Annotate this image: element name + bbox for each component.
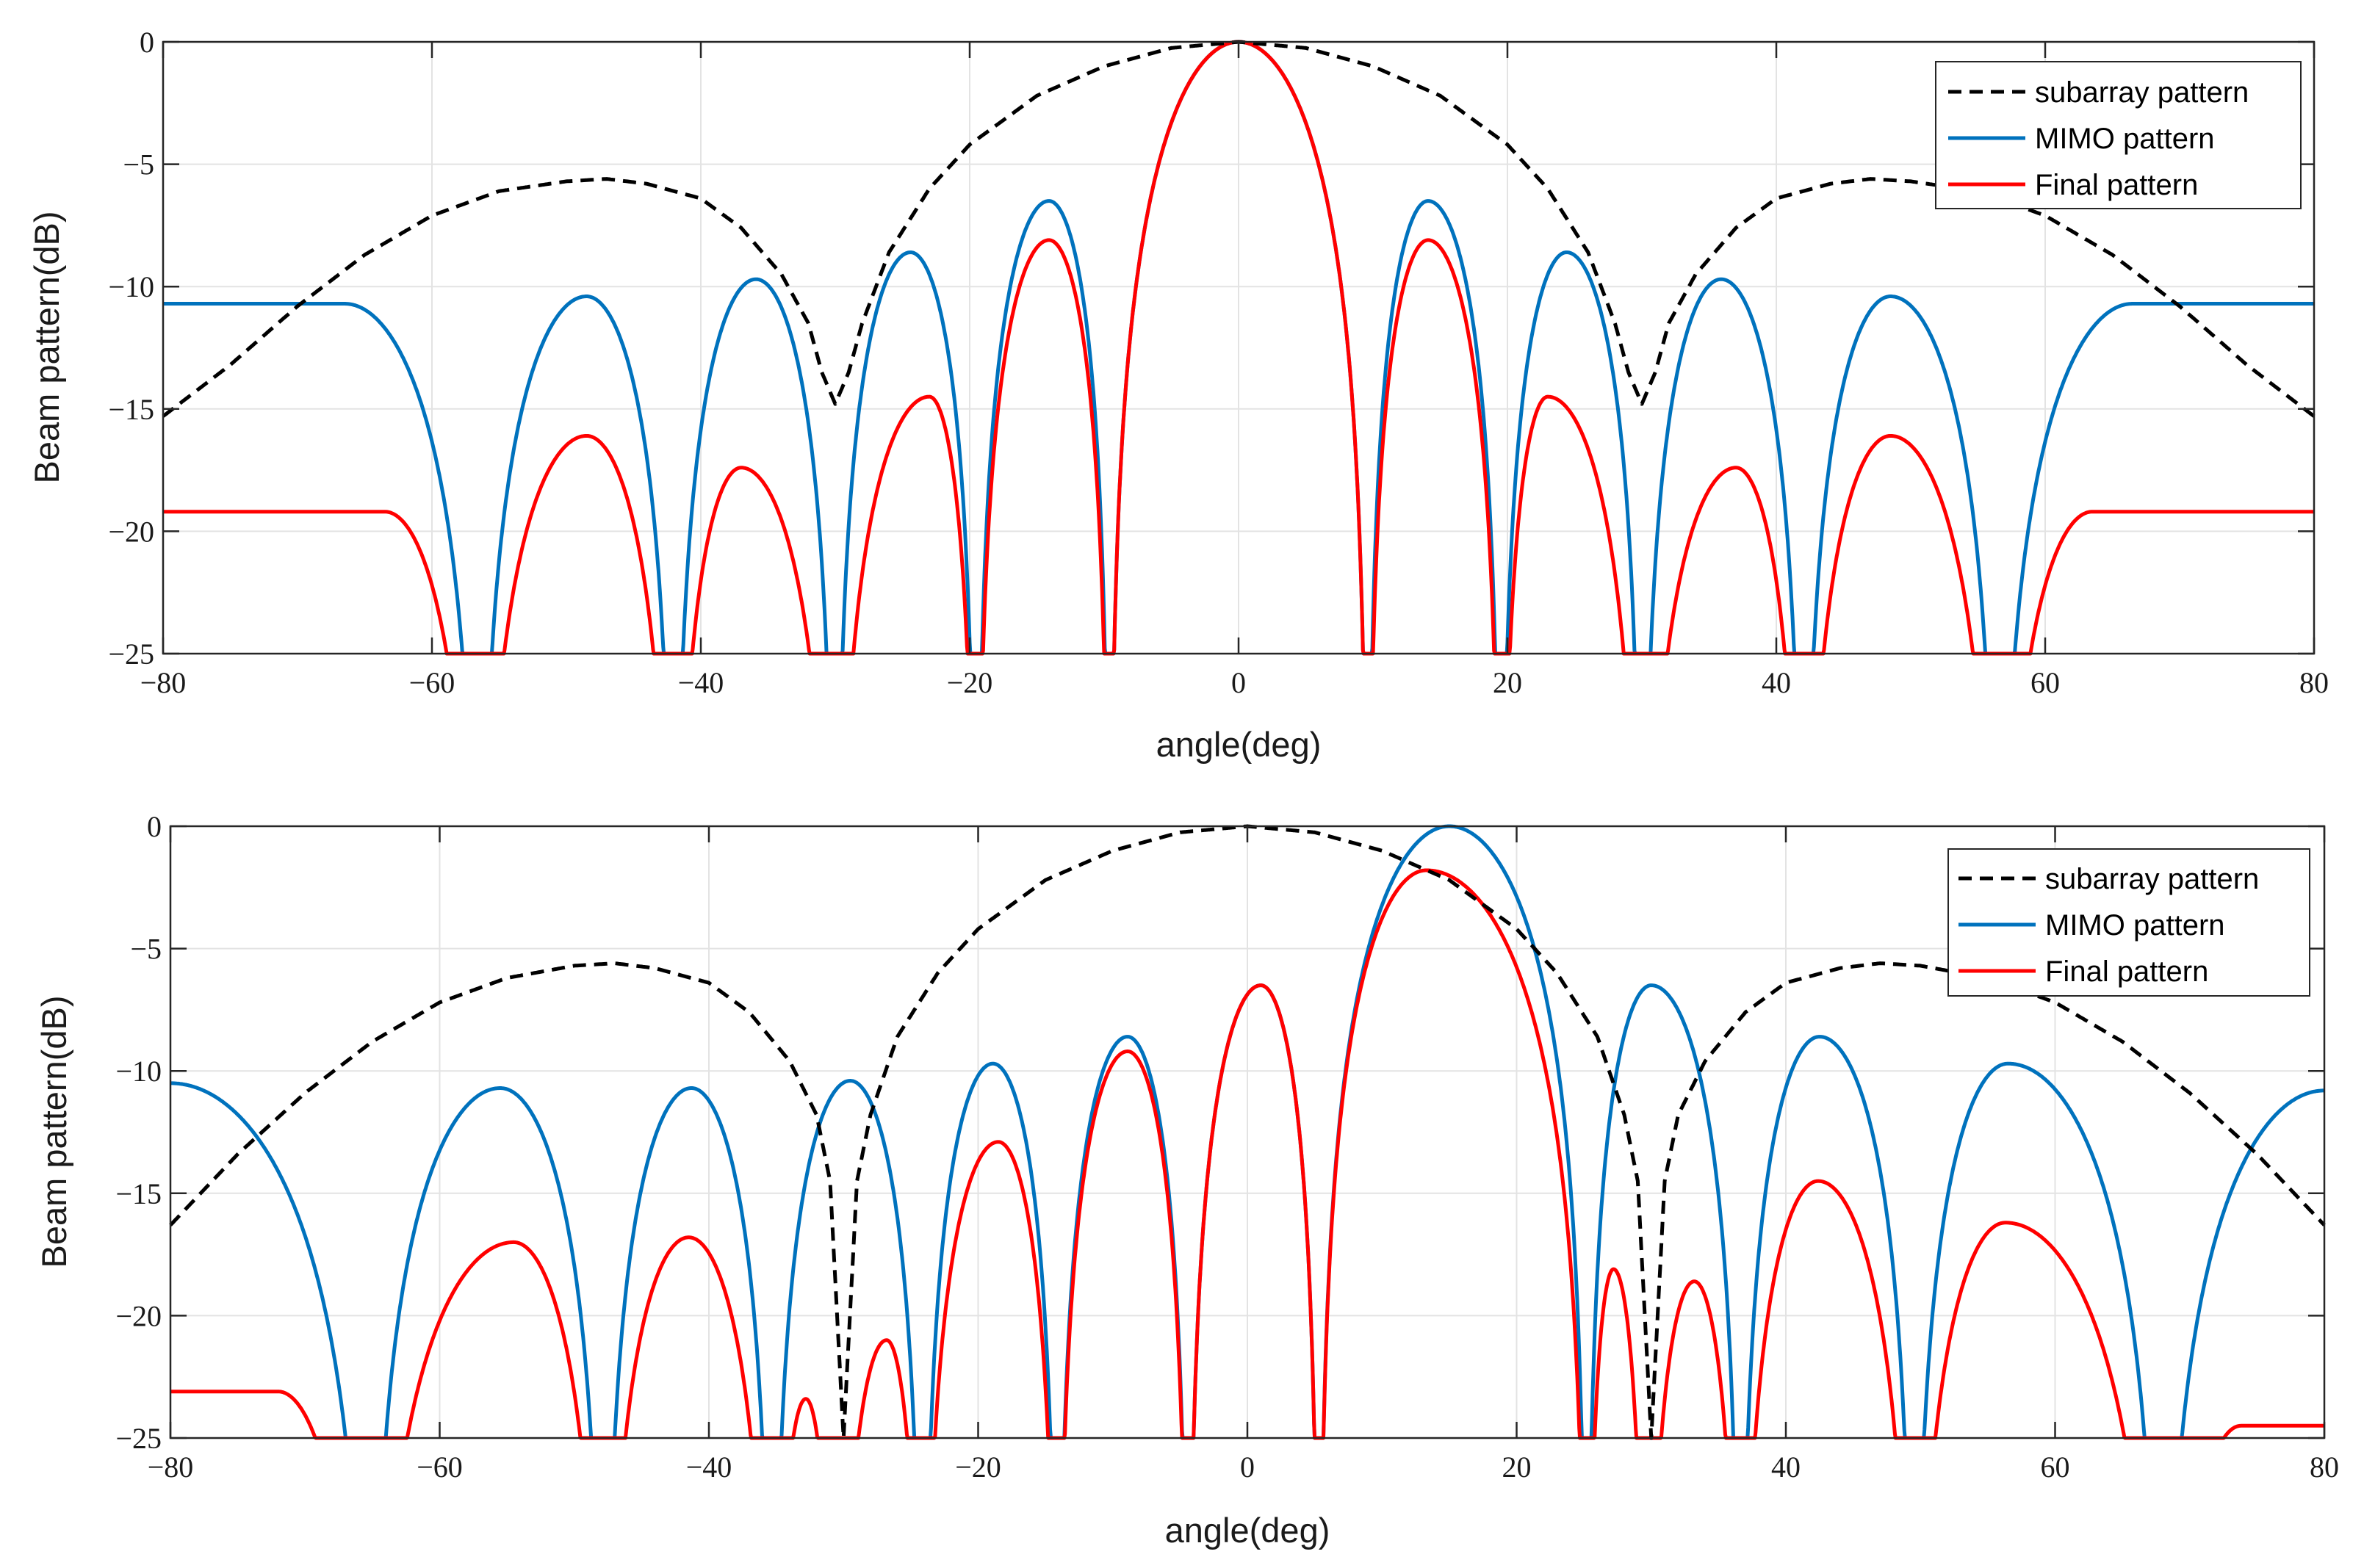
y-tick-label: −15: [115, 1177, 162, 1210]
x-tick-label: −20: [955, 1450, 1001, 1484]
legend-label-final: Final pattern: [2035, 169, 2198, 201]
y-tick-label: −10: [108, 270, 154, 303]
x-tick-label: 20: [1502, 1450, 1532, 1484]
x-tick-label: 0: [1240, 1450, 1255, 1484]
plot-bottom: −80 −60 −40 −20 0 20 40 60 80 −25 −20 −1…: [35, 810, 2339, 1550]
legend-label-subarray: subarray pattern: [2035, 76, 2249, 109]
x-axis-label: angle(deg): [1156, 725, 1322, 764]
series-line-final: [169, 868, 2326, 1440]
x-tick-label: −60: [409, 666, 455, 699]
plot-top-ticks: [162, 40, 2316, 655]
plot-bottom-ticks: [169, 825, 2326, 1439]
legend: subarray pattern MIMO pattern Final patt…: [1935, 61, 2302, 209]
legend-label-mimo: MIMO pattern: [2035, 123, 2215, 155]
y-tick-label: −25: [108, 637, 154, 671]
y-tick-label: 0: [140, 26, 154, 59]
plot-bottom-y-tick-labels: −25 −20 −15 −10 −5 0: [115, 810, 162, 1455]
legend-label-final: Final pattern: [2045, 955, 2208, 988]
x-tick-label: 40: [1762, 666, 1791, 699]
x-tick-label: 60: [2041, 1450, 2070, 1484]
x-tick-label: 60: [2030, 666, 2060, 699]
x-axis-label: angle(deg): [1165, 1511, 1330, 1550]
x-tick-label: 80: [2310, 1450, 2339, 1484]
plot-bottom-x-tick-labels: −80 −60 −40 −20 0 20 40 60 80: [148, 1450, 2339, 1484]
legend-label-subarray: subarray pattern: [2045, 863, 2259, 895]
y-tick-label: −5: [123, 148, 154, 181]
x-tick-label: −80: [140, 666, 187, 699]
x-tick-label: −40: [678, 666, 724, 699]
plot-top-y-tick-labels: −25 −20 −15 −10 −5 0: [108, 26, 154, 671]
y-tick-label: −5: [130, 933, 162, 966]
x-tick-label: 80: [2299, 666, 2329, 699]
y-axis-label: Beam pattern(dB): [35, 996, 73, 1268]
y-tick-label: −20: [115, 1299, 162, 1332]
plot-top-x-tick-labels: −80 −60 −40 −20 0 20 40 60 80: [140, 666, 2329, 699]
x-tick-label: 0: [1231, 666, 1246, 699]
legend-label-mimo: MIMO pattern: [2045, 909, 2225, 942]
y-tick-label: −10: [115, 1055, 162, 1088]
y-tick-label: 0: [147, 810, 162, 843]
y-axis-label: Beam pattern(dB): [27, 212, 66, 484]
x-tick-label: −80: [148, 1450, 194, 1484]
x-tick-label: −40: [686, 1450, 732, 1484]
y-tick-label: −15: [108, 393, 154, 426]
x-tick-label: −20: [947, 666, 993, 699]
legend: subarray pattern MIMO pattern Final patt…: [1947, 848, 2310, 997]
x-tick-label: −60: [417, 1450, 463, 1484]
y-tick-label: −20: [108, 515, 154, 548]
x-tick-label: 20: [1493, 666, 1522, 699]
y-tick-label: −25: [115, 1422, 162, 1455]
plot-top: −80 −60 −40 −20 0 20 40 60 80 −25 −20 −1…: [27, 26, 2329, 764]
x-tick-label: 40: [1771, 1450, 1801, 1484]
